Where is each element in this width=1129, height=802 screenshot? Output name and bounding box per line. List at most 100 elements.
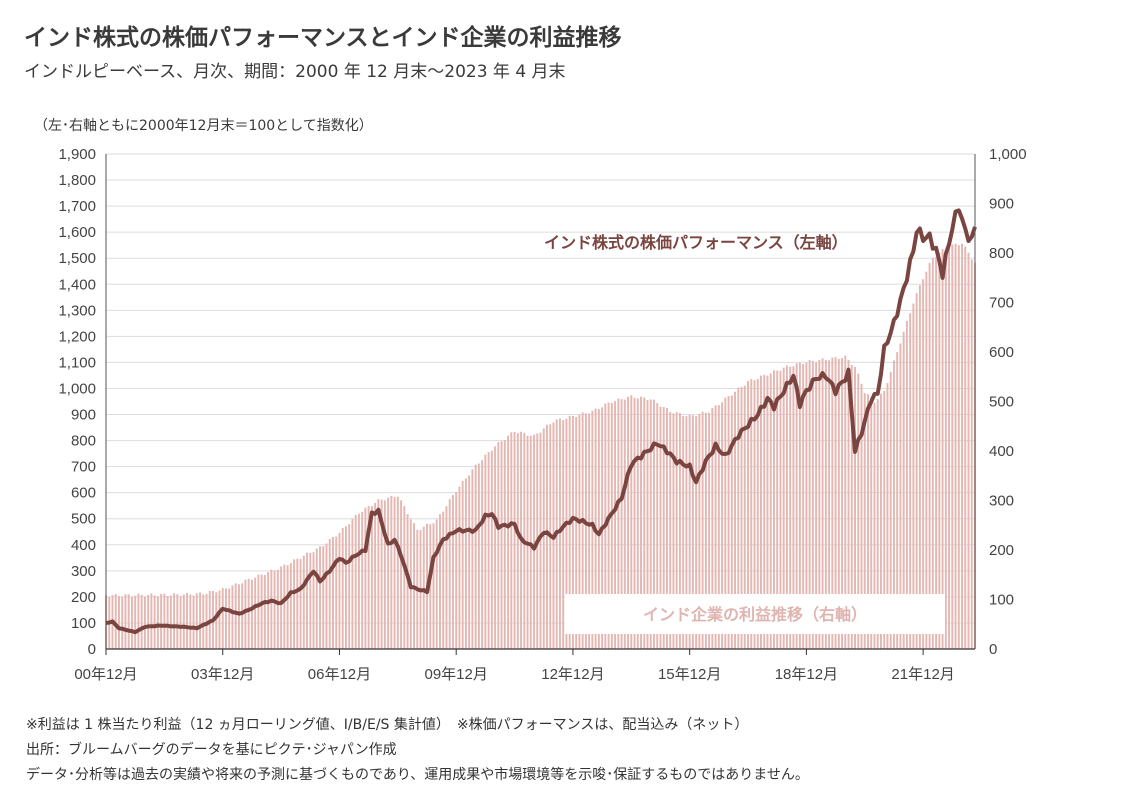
earnings-bar: [448, 499, 451, 649]
earnings-bar: [857, 373, 860, 649]
earnings-bar: [153, 595, 156, 649]
earnings-bar: [503, 440, 506, 649]
y-left-tick-label: 0: [88, 641, 96, 658]
earnings-bar: [377, 499, 380, 649]
y-right-tick-label: 700: [989, 295, 1014, 312]
earnings-bar: [361, 511, 364, 649]
x-tick-label: 00年12月: [74, 666, 137, 683]
earnings-bar: [468, 475, 471, 649]
earnings-bar: [769, 373, 772, 649]
earnings-bar: [653, 399, 655, 649]
earnings-bar: [828, 360, 831, 649]
earnings-bar: [562, 420, 565, 649]
earnings-bar: [195, 593, 198, 649]
earnings-bar: [620, 399, 623, 649]
earnings-bar: [646, 399, 649, 649]
earnings-bar: [782, 367, 785, 649]
y-left-tick-label: 1,900: [58, 146, 96, 163]
earnings-bar: [319, 546, 321, 649]
earnings-bar: [863, 392, 866, 649]
x-tick-label: 18年12月: [775, 666, 838, 683]
earnings-bar: [432, 523, 435, 649]
earnings-bar: [127, 594, 130, 649]
earnings-bar: [578, 414, 581, 649]
earnings-bar: [464, 478, 467, 649]
earnings-bar: [237, 584, 240, 649]
earnings-bar: [189, 594, 192, 649]
earnings-bar: [610, 402, 613, 649]
earnings-bar: [186, 592, 189, 649]
earnings-bar: [659, 406, 662, 649]
earnings-bar: [474, 464, 477, 649]
earnings-bar: [335, 536, 338, 649]
y-left-tick-label: 200: [71, 589, 96, 606]
chart-title: インド株式の株価パフォーマンスとインド企業の利益推移: [24, 25, 622, 51]
earnings-bar: [844, 355, 847, 649]
earnings-bar: [808, 360, 811, 649]
earnings-bar: [455, 492, 458, 649]
earnings-bar: [312, 552, 315, 649]
earnings-bar: [617, 398, 620, 649]
earnings-bar: [889, 372, 892, 649]
earnings-bar: [883, 390, 886, 649]
earnings-bar: [150, 593, 153, 649]
earnings-bar: [935, 256, 938, 649]
earnings-bar: [678, 412, 681, 649]
y-left-tick-label: 1,500: [58, 250, 96, 267]
earnings-bar: [338, 532, 341, 649]
earnings-bar: [403, 506, 406, 649]
earnings-bar: [785, 365, 788, 649]
earnings-bar: [948, 248, 951, 650]
earnings-bar: [717, 405, 720, 649]
earnings-bar: [951, 244, 954, 649]
earnings-bar: [273, 570, 276, 649]
earnings-bar: [682, 415, 685, 649]
y-left-tick-label: 300: [71, 563, 96, 580]
earnings-bar: [121, 596, 124, 649]
earnings-bar: [260, 574, 263, 649]
earnings-bar: [714, 405, 717, 649]
earnings-bar: [351, 518, 354, 649]
earnings-bar: [199, 592, 202, 649]
y-left-tick-label: 800: [71, 433, 96, 450]
earnings-bar: [516, 433, 519, 649]
earnings-bar: [299, 558, 302, 649]
earnings-bar: [182, 594, 185, 649]
earnings-bar: [140, 594, 143, 649]
earnings-bar: [798, 362, 801, 649]
earnings-bar: [471, 469, 474, 649]
earnings-bar: [176, 594, 179, 649]
earnings-bar: [396, 496, 399, 649]
y-left-tick-label: 1,800: [58, 172, 96, 189]
earnings-bar: [688, 414, 691, 649]
earnings-bar: [811, 360, 814, 649]
y-right-tick-label: 300: [989, 493, 1014, 510]
earnings-bar: [704, 412, 707, 649]
x-tick-label: 21年12月: [891, 666, 954, 683]
earnings-bar: [568, 415, 571, 649]
earnings-bar: [643, 397, 646, 649]
earnings-bar: [348, 524, 351, 649]
y-left-tick-label: 400: [71, 537, 96, 554]
earnings-bar: [250, 579, 253, 649]
earnings-bar: [270, 569, 273, 649]
earnings-bar: [137, 593, 140, 649]
earnings-bar: [390, 495, 393, 649]
y-left-tick-label: 1,700: [58, 198, 96, 215]
x-tick-label: 03年12月: [191, 666, 254, 683]
earnings-bar: [192, 595, 195, 649]
earnings-bar: [740, 386, 743, 649]
earnings-bar: [727, 396, 730, 649]
earnings-bar: [760, 375, 762, 649]
earnings-bar: [918, 285, 921, 649]
earnings-bar: [588, 413, 591, 649]
earnings-bar: [490, 450, 493, 649]
earnings-bar: [750, 379, 753, 649]
earnings-bar: [280, 566, 283, 649]
bar-legend-background: [565, 594, 945, 634]
earnings-bar: [685, 416, 688, 649]
y-right-tick-label: 0: [989, 641, 997, 658]
earnings-bar: [636, 398, 639, 649]
earnings-bar: [507, 435, 510, 649]
earnings-bar: [665, 407, 668, 649]
